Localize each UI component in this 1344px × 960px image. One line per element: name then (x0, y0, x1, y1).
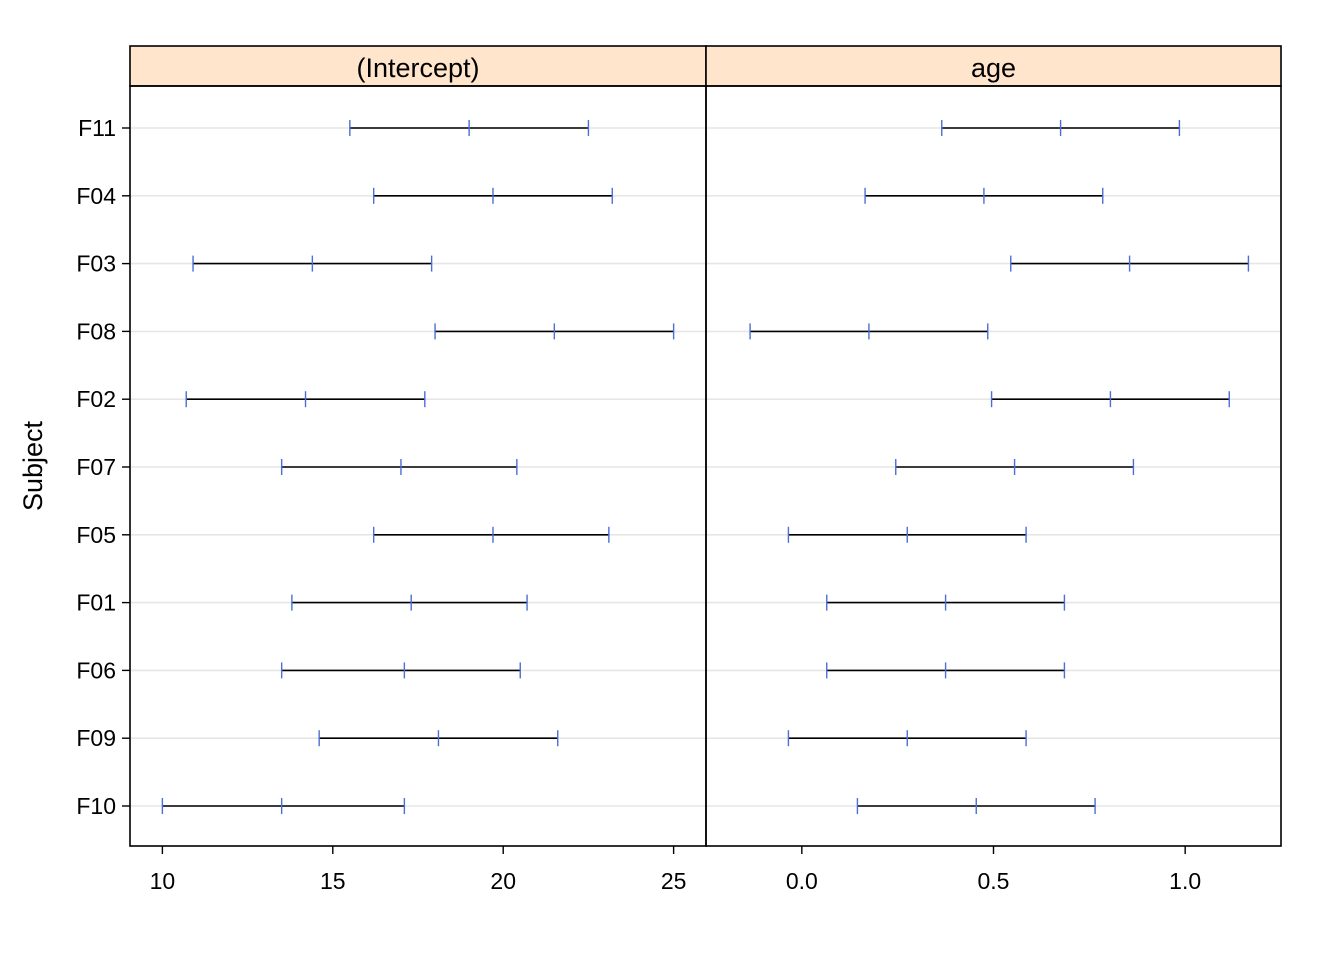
x-tick-label-age-0: 0.0 (786, 868, 818, 894)
panel-frame-age (705, 85, 1282, 847)
category-label-f09: F09 (76, 725, 116, 751)
x-tick-label-intercept-2: 20 (490, 868, 516, 894)
category-label-f04: F04 (76, 183, 116, 209)
y-axis-title: Subject (18, 420, 48, 511)
labels: (Intercept) 10 15 20 25 age 0.0 0.5 1.0 F11 F04 F03… (18, 53, 1201, 894)
x-tick-label-age-2: 1.0 (1169, 868, 1201, 894)
category-label-f07: F07 (76, 454, 116, 480)
intervals (161, 120, 1250, 814)
x-tick-label-age-1: 0.5 (978, 868, 1010, 894)
category-label-f05: F05 (76, 522, 116, 548)
panel-frames (122, 45, 1282, 854)
category-label-f02: F02 (76, 386, 116, 412)
x-tick-label-intercept-1: 15 (320, 868, 346, 894)
panel-frame-intercept (129, 85, 707, 847)
x-tick-label-intercept-0: 10 (150, 868, 176, 894)
x-tick-label-intercept-3: 25 (661, 868, 687, 894)
category-label-f08: F08 (76, 318, 116, 344)
category-label-f03: F03 (76, 251, 116, 277)
strip-label-age: age (971, 53, 1016, 83)
strip-label-intercept: (Intercept) (356, 53, 479, 83)
category-label-f06: F06 (76, 657, 116, 683)
category-label-f10: F10 (76, 793, 116, 819)
category-label-f11: F11 (78, 115, 116, 141)
category-label-f01: F01 (76, 590, 116, 616)
